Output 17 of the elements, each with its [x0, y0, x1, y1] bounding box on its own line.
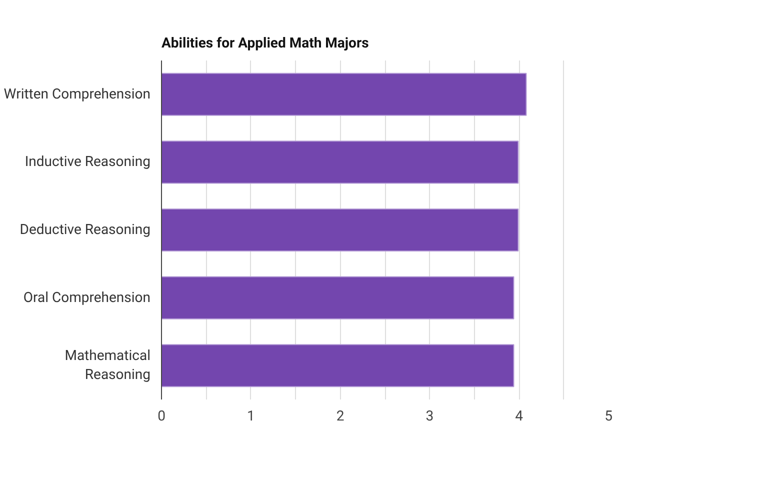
- bar: [162, 344, 514, 388]
- x-tick-label: 0: [158, 408, 166, 424]
- bar: [162, 208, 519, 252]
- x-tick-label: 4: [515, 408, 524, 424]
- y-tick-label: Deductive Reasoning: [20, 222, 151, 238]
- x-tick-label: 5: [604, 408, 613, 424]
- bar: [162, 72, 527, 116]
- bar: [162, 276, 514, 320]
- y-tick-label: Inductive Reasoning: [24, 154, 151, 170]
- bar: [162, 140, 519, 184]
- y-tick-label: Oral Comprehension: [23, 290, 151, 306]
- x-tick-label: 2: [336, 408, 344, 424]
- y-tick-label: Mathematical Reasoning: [64, 348, 151, 384]
- y-tick-label: Written Comprehension: [4, 86, 151, 102]
- chart-title: Abilities for Applied Math Majors: [162, 36, 369, 52]
- x-tick-label: 1: [246, 408, 255, 424]
- x-tick-label: 3: [426, 408, 434, 424]
